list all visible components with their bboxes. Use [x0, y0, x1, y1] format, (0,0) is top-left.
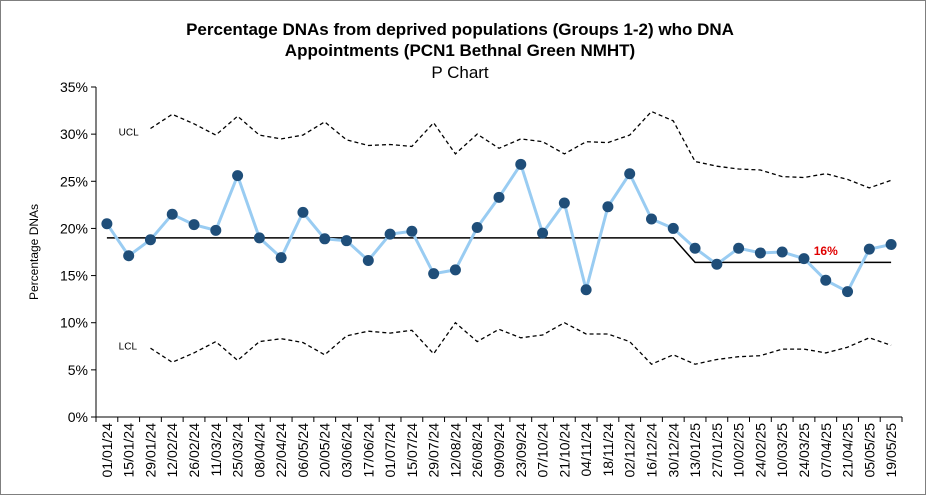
x-tick-label: 12/02/24	[164, 423, 180, 478]
data-point	[798, 253, 810, 265]
data-point	[558, 197, 570, 209]
data-point	[384, 228, 396, 240]
y-tick-label: 30%	[60, 126, 88, 142]
centre-value-annotation: 16%	[814, 244, 838, 258]
x-tick-label: 03/06/24	[339, 423, 355, 478]
data-point	[297, 206, 309, 218]
x-tick-label: 08/04/24	[251, 423, 267, 478]
data-point	[820, 274, 832, 286]
x-tick-label: 15/07/24	[404, 423, 420, 478]
chart-subtitle: P Chart	[431, 63, 489, 82]
x-tick-label: 29/01/24	[142, 423, 158, 478]
x-tick-label: 01/01/24	[99, 423, 115, 478]
data-point	[515, 158, 527, 170]
data-point	[624, 168, 636, 180]
data-point	[885, 238, 897, 250]
y-tick-label: 35%	[60, 79, 88, 95]
x-tick-label: 20/05/24	[317, 423, 333, 478]
x-tick-label: 22/04/24	[273, 423, 289, 478]
data-series-line	[105, 160, 892, 294]
data-point	[232, 170, 244, 182]
data-point	[406, 225, 418, 237]
data-point	[144, 234, 156, 246]
x-tick-label: 06/05/24	[295, 423, 311, 478]
centre-line	[106, 237, 892, 264]
data-point	[428, 268, 440, 280]
y-tick-label: 0%	[68, 409, 88, 425]
data-point	[319, 233, 331, 245]
y-tick-label: 10%	[60, 315, 88, 331]
x-tick-label: 10/03/25	[774, 423, 790, 478]
y-axis-label: Percentage DNAs	[27, 204, 41, 300]
y-tick-label: 20%	[60, 220, 88, 236]
x-tick-label: 30/12/24	[665, 423, 681, 478]
data-point	[711, 258, 723, 270]
y-tick-label: 5%	[68, 362, 88, 378]
x-tick-label: 02/12/24	[622, 423, 638, 478]
x-tick-label: 18/11/24	[600, 423, 616, 477]
chart-title-line2: Appointments (PCN1 Bethnal Green NMHT)	[284, 41, 636, 60]
y-tick-label: 25%	[60, 173, 88, 189]
data-point	[253, 232, 265, 244]
chart-title-line1: Percentage DNAs from deprived population…	[186, 20, 734, 39]
x-tick-label: 19/05/25	[883, 423, 899, 478]
x-tick-label: 05/05/25	[861, 423, 877, 478]
data-point	[754, 247, 766, 259]
x-tick-label: 13/01/25	[687, 423, 703, 478]
data-point	[667, 222, 679, 234]
lcl-label: LCL	[119, 341, 138, 352]
x-tick-label: 16/12/24	[643, 423, 659, 478]
data-point	[101, 218, 113, 230]
x-tick-label: 24/02/25	[752, 423, 768, 478]
x-tick-label: 23/09/24	[513, 423, 529, 478]
x-tick-label: 07/04/25	[818, 423, 834, 478]
x-tick-label: 25/03/24	[230, 423, 246, 478]
data-point	[449, 264, 461, 276]
data-point	[166, 208, 178, 220]
data-point	[863, 243, 875, 255]
data-point	[210, 224, 222, 236]
data-point	[341, 235, 353, 247]
data-point	[493, 191, 505, 203]
x-tick-label: 24/03/25	[796, 423, 812, 478]
x-tick-label: 12/08/24	[447, 423, 463, 478]
data-point	[471, 221, 483, 233]
x-tick-label: 21/04/25	[840, 423, 856, 478]
data-point	[645, 213, 657, 225]
lcl-line	[150, 321, 892, 365]
y-tick-label: 15%	[60, 268, 88, 284]
x-tick-label: 09/09/24	[491, 423, 507, 478]
data-point	[689, 242, 701, 254]
x-tick-label: 04/11/24	[578, 423, 594, 477]
x-tick-label: 26/08/24	[469, 423, 485, 478]
ucl-line	[150, 110, 892, 189]
x-tick-label: 29/07/24	[426, 423, 442, 478]
data-point	[537, 227, 549, 239]
x-tick-label: 21/10/24	[556, 423, 572, 478]
x-tick-label: 01/07/24	[382, 423, 398, 478]
x-tick-label: 27/01/25	[709, 423, 725, 478]
x-tick-label: 26/02/24	[186, 423, 202, 478]
data-point	[602, 201, 614, 213]
data-point	[580, 284, 592, 296]
data-point	[842, 286, 854, 298]
x-tick-label: 07/10/24	[535, 423, 551, 478]
data-point	[776, 246, 788, 258]
data-point	[733, 242, 745, 254]
x-tick-label: 15/01/24	[121, 423, 137, 478]
x-tick-label: 11/03/24	[208, 423, 224, 477]
data-point	[188, 219, 200, 231]
x-tick-label: 10/02/25	[731, 423, 747, 478]
ucl-label: UCL	[119, 127, 139, 138]
data-point	[275, 252, 287, 264]
data-point	[362, 254, 374, 266]
x-tick-label: 17/06/24	[360, 423, 376, 478]
data-point	[123, 250, 135, 262]
